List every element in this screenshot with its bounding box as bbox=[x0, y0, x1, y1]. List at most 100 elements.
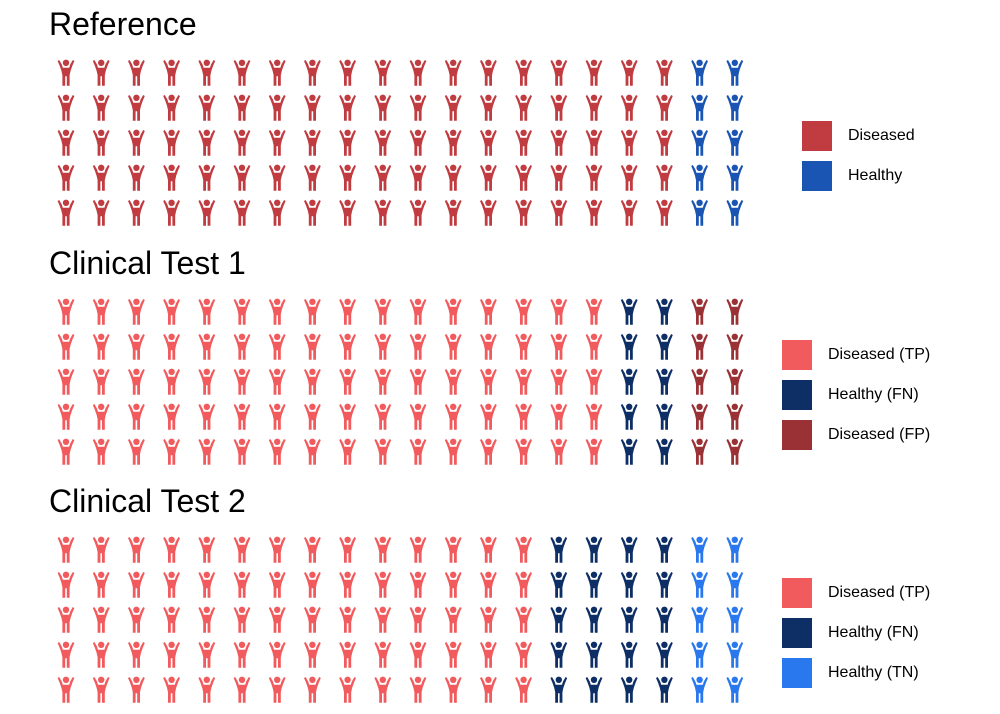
person-icon-diseased-tp bbox=[268, 536, 286, 563]
person-icon-diseased-tp bbox=[444, 438, 462, 465]
person-icon-diseased-tp bbox=[92, 536, 110, 563]
person-icon-diseased-tp bbox=[374, 298, 392, 325]
person-icon-diseased-tp bbox=[92, 676, 110, 703]
person-icon-diseased-tp bbox=[304, 333, 321, 360]
person-icon-diseased-tp bbox=[233, 298, 251, 325]
person-icon-diseased bbox=[127, 199, 145, 226]
chart-panel-clinical-test-2: Clinical Test 2 Diseased (TP) Healthy (F… bbox=[0, 485, 1000, 714]
person-icon-diseased-tp bbox=[57, 571, 75, 598]
person-icon-diseased-tp bbox=[409, 403, 427, 430]
person-icon-diseased-tp bbox=[409, 536, 427, 563]
person-icon-healthy-tn bbox=[691, 641, 708, 668]
person-icon-diseased bbox=[198, 199, 216, 226]
person-icon-healthy-fn bbox=[620, 536, 638, 563]
person-icon-diseased-tp bbox=[339, 536, 356, 563]
legend-swatch bbox=[782, 618, 812, 648]
person-icon-diseased-tp bbox=[374, 606, 392, 633]
person-icon-diseased-tp bbox=[233, 438, 251, 465]
person-icon-diseased-tp bbox=[444, 333, 462, 360]
person-icon-diseased bbox=[304, 199, 321, 226]
person-icon-diseased bbox=[127, 59, 145, 86]
person-icon-diseased-tp bbox=[127, 298, 145, 325]
person-icon-healthy-fn bbox=[620, 606, 638, 633]
person-icon-healthy-fn bbox=[656, 438, 673, 465]
person-icon-diseased-tp bbox=[444, 641, 462, 668]
person-icon-diseased bbox=[409, 129, 427, 156]
person-icon-diseased-tp bbox=[444, 536, 462, 563]
person-icon-diseased-tp bbox=[550, 368, 568, 395]
person-icon-diseased-tp bbox=[163, 368, 180, 395]
person-icon-diseased bbox=[92, 164, 110, 191]
person-icon-diseased-tp bbox=[57, 368, 75, 395]
person-icon-diseased bbox=[163, 199, 180, 226]
person-icon-diseased bbox=[620, 59, 638, 86]
person-icon-diseased bbox=[444, 199, 462, 226]
chart-panel-clinical-test-1: Clinical Test 1 Diseased (TP) Healthy (F… bbox=[0, 247, 1000, 479]
person-icon-healthy bbox=[726, 59, 744, 86]
person-icon-diseased-tp bbox=[409, 676, 427, 703]
person-icon-diseased-tp bbox=[339, 676, 356, 703]
person-icon-diseased bbox=[374, 94, 392, 121]
person-icon-healthy-fn bbox=[620, 403, 638, 430]
person-icon-diseased-tp bbox=[198, 298, 216, 325]
panel-title: Clinical Test 2 bbox=[49, 483, 246, 519]
person-icon-diseased-tp bbox=[92, 403, 110, 430]
person-icon-diseased bbox=[57, 59, 75, 86]
person-icon-diseased bbox=[339, 59, 356, 86]
person-icon-diseased-tp bbox=[515, 403, 532, 430]
person-icon-diseased-tp bbox=[127, 676, 145, 703]
person-icon-healthy-fn bbox=[656, 368, 673, 395]
person-icon-diseased bbox=[163, 129, 180, 156]
person-icon-diseased bbox=[57, 94, 75, 121]
person-icon-healthy bbox=[726, 199, 744, 226]
person-icon-diseased bbox=[92, 199, 110, 226]
person-icon-diseased-tp bbox=[233, 403, 251, 430]
person-icon-diseased-tp bbox=[409, 606, 427, 633]
person-icon-diseased bbox=[339, 129, 356, 156]
person-icon-diseased-tp bbox=[268, 676, 286, 703]
legend-swatch bbox=[782, 578, 812, 608]
person-icon-diseased-tp bbox=[304, 403, 321, 430]
person-icon-healthy-fn bbox=[550, 571, 568, 598]
person-icon-diseased-tp bbox=[585, 438, 603, 465]
person-icon-diseased-tp bbox=[515, 676, 532, 703]
person-icon-diseased bbox=[127, 94, 145, 121]
person-icon-diseased-tp bbox=[163, 606, 180, 633]
person-icon-diseased-tp bbox=[374, 641, 392, 668]
person-icon-diseased-tp bbox=[480, 438, 497, 465]
person-icon-diseased bbox=[585, 164, 603, 191]
person-icon-diseased bbox=[304, 59, 321, 86]
person-icon-healthy bbox=[726, 164, 744, 191]
person-icon-diseased-tp bbox=[480, 676, 497, 703]
person-icon-healthy bbox=[691, 199, 708, 226]
person-icon-healthy-fn bbox=[620, 333, 638, 360]
person-icon-diseased-tp bbox=[304, 438, 321, 465]
person-icon-diseased bbox=[268, 164, 286, 191]
person-icon-diseased bbox=[233, 94, 251, 121]
person-icon-healthy-tn bbox=[691, 536, 708, 563]
legend-label: Diseased (FP) bbox=[828, 426, 931, 443]
person-icon-diseased-tp bbox=[92, 333, 110, 360]
person-icon-diseased bbox=[304, 129, 321, 156]
person-icon-diseased-tp bbox=[127, 438, 145, 465]
person-icon-diseased bbox=[233, 164, 251, 191]
person-icon-healthy-tn bbox=[726, 606, 744, 633]
person-icon-diseased bbox=[339, 199, 356, 226]
person-icon-diseased bbox=[198, 129, 216, 156]
person-icon-healthy-fn bbox=[585, 536, 603, 563]
person-icon-diseased-tp bbox=[339, 571, 356, 598]
person-icon-healthy-fn bbox=[550, 676, 568, 703]
person-icon-diseased-tp bbox=[233, 571, 251, 598]
person-icon-diseased-tp bbox=[268, 368, 286, 395]
legend-label: Diseased bbox=[848, 127, 915, 144]
person-icon-diseased bbox=[409, 199, 427, 226]
person-icon-healthy-fn bbox=[656, 676, 673, 703]
person-icon-diseased bbox=[656, 94, 673, 121]
person-icon-diseased bbox=[515, 164, 532, 191]
person-icon-diseased-tp bbox=[339, 298, 356, 325]
legend-label: Diseased (TP) bbox=[828, 346, 931, 363]
person-icon-diseased-tp bbox=[515, 571, 532, 598]
person-icon-diseased-tp bbox=[550, 298, 568, 325]
person-icon-diseased-tp bbox=[163, 676, 180, 703]
person-icon-diseased-tp bbox=[550, 333, 568, 360]
